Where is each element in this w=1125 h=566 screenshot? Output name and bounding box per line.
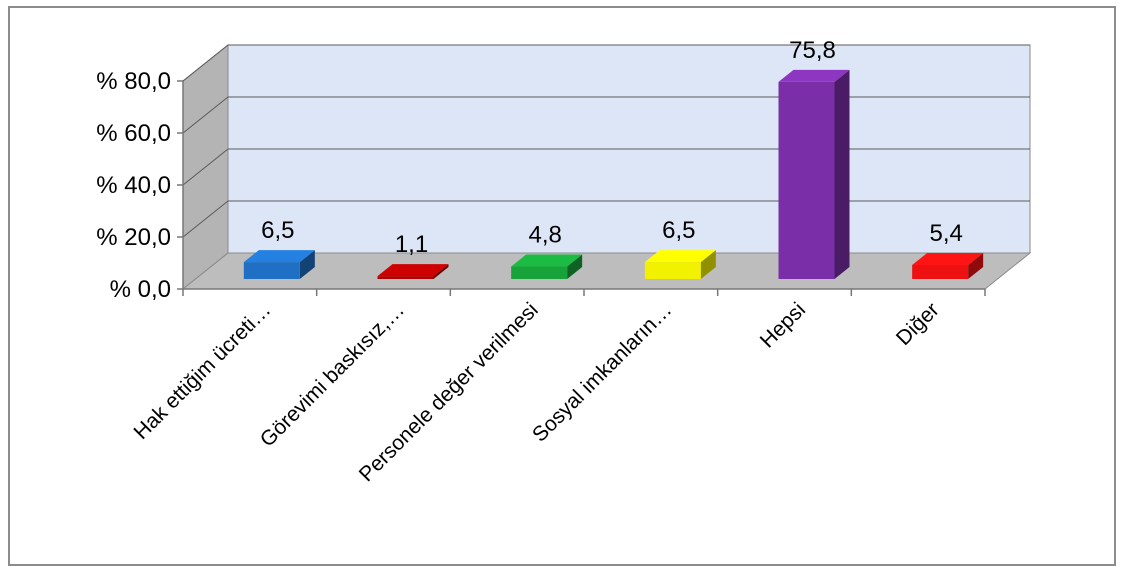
gridline-side	[182, 44, 229, 82]
bar-side	[433, 264, 449, 279]
bar-front	[778, 81, 835, 279]
data-label: 1,1	[395, 231, 428, 258]
y-tick-label: % 20,0	[96, 224, 171, 251]
bar-front	[511, 266, 568, 279]
data-label: 5,4	[929, 220, 962, 247]
data-label: 4,8	[528, 222, 561, 249]
bar-top	[377, 264, 449, 277]
bar	[778, 69, 850, 279]
bar-top	[912, 252, 984, 265]
bar-side	[968, 252, 984, 279]
category-label: Diğer	[892, 298, 944, 350]
bar-side	[299, 250, 315, 279]
category-label: Hak ettiğim ücreti…	[130, 298, 276, 444]
y-tick-label: % 0,0	[110, 276, 171, 303]
bar-front	[377, 276, 434, 279]
bar	[377, 264, 449, 279]
y-tick-label: % 60,0	[96, 120, 171, 147]
bar	[644, 250, 716, 279]
gridline-side	[182, 148, 229, 186]
bar-side	[567, 254, 583, 279]
category-label: Hepsi	[756, 298, 810, 352]
bar	[912, 252, 984, 279]
bar-front	[644, 262, 701, 279]
bar	[243, 250, 315, 279]
gridline-side	[182, 96, 229, 134]
bar-top	[778, 69, 850, 82]
y-tick-label: % 40,0	[96, 172, 171, 199]
bar-front	[912, 264, 969, 279]
category-label: Görevimi baskısız,…	[256, 298, 409, 451]
y-tick-label: % 80,0	[96, 68, 171, 95]
bar-front	[243, 262, 300, 279]
category-label: Sosyal imkanların…	[528, 298, 676, 446]
bar-top	[644, 250, 716, 263]
bar-side	[834, 69, 850, 279]
data-label: 75,8	[789, 37, 836, 64]
data-label: 6,5	[662, 217, 695, 244]
data-label: 6,5	[261, 217, 294, 244]
gridline-side	[182, 200, 229, 238]
bar-top	[243, 250, 315, 263]
bar-top	[511, 254, 583, 267]
bar	[511, 254, 583, 279]
bar-side	[700, 250, 716, 279]
